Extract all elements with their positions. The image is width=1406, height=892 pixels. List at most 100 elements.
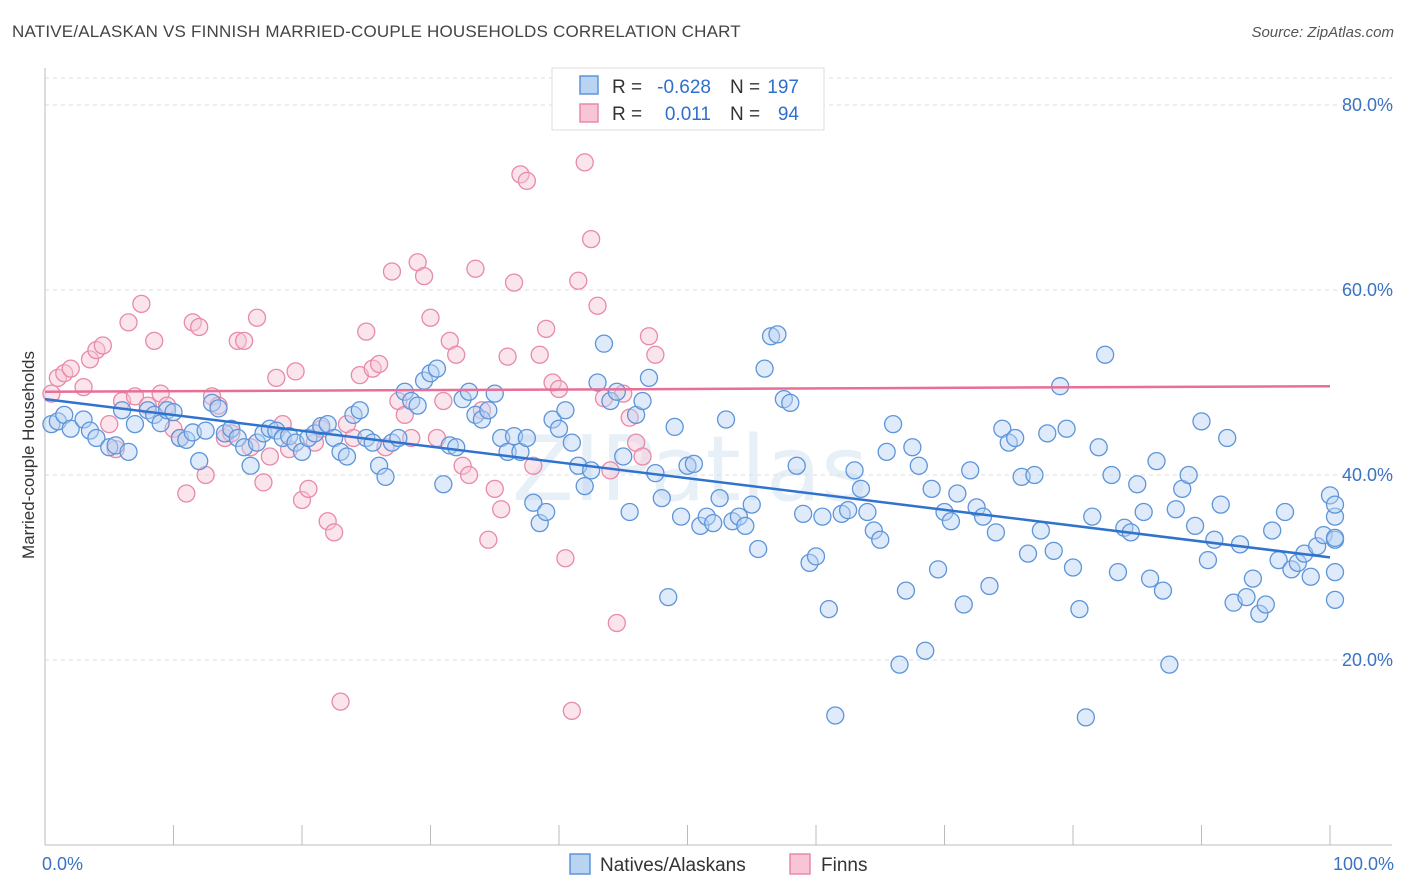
finns-point (80, 350, 100, 369)
natives-point (100, 438, 119, 457)
natives-point (787, 456, 806, 475)
finns-point (286, 362, 305, 381)
natives-point (588, 373, 607, 392)
bottom-legend-label-finns: Finns (821, 855, 867, 876)
natives-point (633, 391, 652, 411)
legend-n-value-finns: 94 (778, 104, 800, 125)
finns-point (498, 347, 517, 366)
natives-point (845, 461, 864, 480)
natives-point (537, 502, 556, 522)
natives-point (74, 410, 93, 429)
finns-point (292, 490, 312, 510)
bottom-legend-swatch-finns (789, 853, 811, 875)
natives-point (517, 428, 537, 448)
natives-point (1325, 495, 1345, 514)
natives-point (980, 576, 999, 596)
natives-point (1325, 562, 1345, 582)
finns-point (119, 313, 138, 332)
natives-point (768, 325, 787, 344)
natives-point (1057, 419, 1076, 438)
natives-point (890, 655, 909, 674)
natives-point (967, 498, 986, 517)
finns-point (331, 692, 350, 711)
natives-point (1198, 550, 1218, 570)
natives-point (710, 488, 729, 508)
natives-point (903, 438, 922, 457)
finns-point (357, 322, 376, 341)
natives-point (575, 476, 594, 496)
natives-point (369, 456, 389, 475)
finns-point (235, 331, 254, 351)
natives-point (125, 414, 145, 434)
finns-point (42, 384, 61, 403)
natives-point (1314, 525, 1333, 545)
natives-point (896, 581, 916, 600)
finns-point (524, 456, 543, 475)
natives-point (858, 502, 877, 522)
natives-point (447, 438, 466, 457)
natives-point (1320, 486, 1340, 505)
natives-point (209, 399, 228, 418)
natives-point (1275, 502, 1295, 522)
y-tick-label: 60.0% (1342, 280, 1393, 300)
natives-point (961, 461, 980, 480)
finns-point (530, 345, 549, 364)
y-tick-label: 40.0% (1342, 465, 1393, 485)
finns-point (569, 271, 588, 290)
natives-point (819, 599, 838, 619)
legend-swatch-natives (579, 75, 599, 95)
natives-point (1070, 599, 1089, 619)
finns-point (479, 530, 498, 549)
natives-point (177, 430, 196, 450)
y-tick-labels: 20.0% 40.0% 60.0% 80.0% (1342, 95, 1393, 670)
natives-point (1076, 708, 1095, 727)
finns-point (402, 428, 421, 448)
natives-point (877, 442, 896, 462)
natives-point (241, 456, 260, 475)
finns-point (575, 153, 594, 172)
natives-point (954, 595, 973, 614)
natives-point (1166, 500, 1185, 519)
natives-point (916, 641, 935, 660)
finns-point (138, 396, 157, 415)
natives-point (1192, 412, 1211, 431)
natives-point (190, 451, 209, 471)
natives-point (479, 401, 498, 420)
natives-point (196, 421, 215, 440)
natives-point (543, 410, 562, 429)
natives-point (1237, 587, 1256, 607)
natives-point (678, 456, 697, 475)
natives-point (749, 539, 768, 559)
finns-point (318, 512, 337, 531)
y-axis-title: Married-couple Households (19, 351, 38, 559)
natives-point (871, 530, 890, 549)
natives-point (1211, 495, 1230, 514)
finns-point (228, 331, 247, 351)
natives-point (864, 521, 883, 540)
finns-point (485, 479, 504, 499)
natives-point (524, 493, 543, 512)
natives-point (337, 447, 357, 466)
natives-point (851, 479, 871, 499)
natives-point (594, 334, 614, 353)
finns-trend-line (44, 384, 1331, 393)
natives-point (928, 560, 948, 579)
natives-point (1218, 428, 1237, 448)
finns-point (517, 171, 537, 191)
finns-point (633, 447, 652, 466)
natives-point (1153, 581, 1173, 600)
finns-point (466, 259, 485, 278)
natives-point (1025, 465, 1044, 485)
finns-point (646, 345, 665, 364)
natives-point (1243, 569, 1263, 588)
natives-point (761, 327, 781, 346)
chart-title: NATIVE/ALASKAN VS FINNISH MARRIED-COUPLE… (12, 22, 741, 41)
natives-point (459, 382, 479, 401)
natives-point (408, 396, 427, 415)
natives-point (1108, 562, 1128, 582)
gridlines (45, 77, 1392, 661)
natives-point (1006, 428, 1025, 448)
x-tick-label-max: 100.0% (1333, 854, 1394, 874)
natives-point (164, 402, 183, 422)
